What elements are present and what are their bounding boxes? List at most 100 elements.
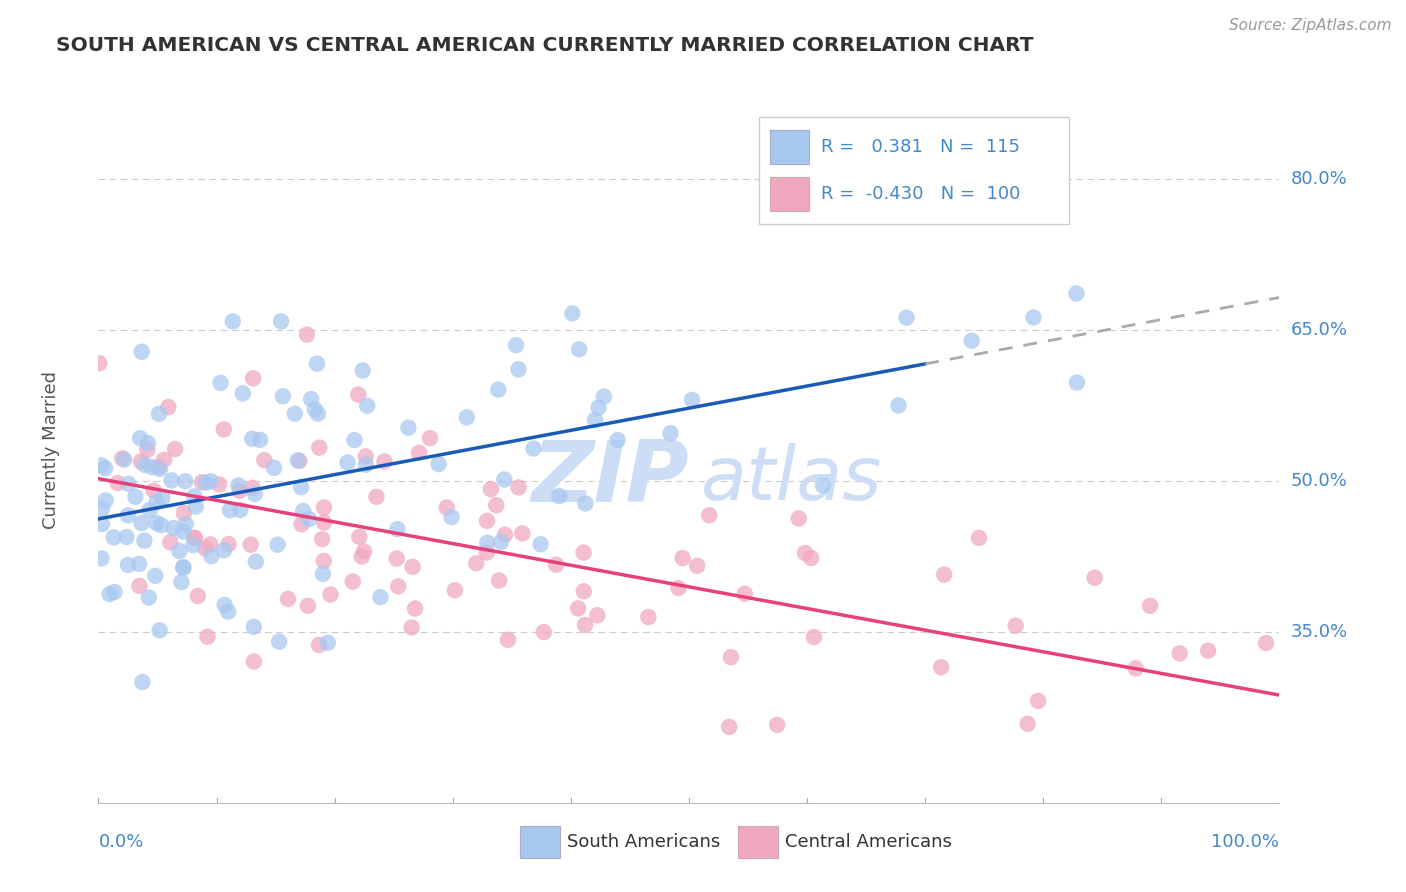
Point xyxy=(305,357,328,371)
Point xyxy=(212,543,235,558)
Point xyxy=(811,478,834,492)
Point xyxy=(136,442,159,457)
Point xyxy=(465,556,488,570)
Point xyxy=(295,327,318,342)
Point xyxy=(720,650,742,665)
Point xyxy=(157,400,180,414)
Point xyxy=(436,500,458,515)
Point xyxy=(184,531,207,545)
Text: R =  -0.430   N =  100: R = -0.430 N = 100 xyxy=(821,185,1019,203)
Point xyxy=(271,389,294,403)
Point xyxy=(200,474,222,488)
Point xyxy=(290,517,312,532)
Point xyxy=(697,508,720,523)
Point xyxy=(522,442,544,456)
Point xyxy=(929,660,952,674)
Point xyxy=(91,501,114,516)
Point xyxy=(408,446,430,460)
Point xyxy=(131,516,153,530)
Point xyxy=(299,392,322,406)
Text: atlas: atlas xyxy=(700,442,882,515)
Point xyxy=(228,478,250,492)
Point xyxy=(187,589,209,603)
Point xyxy=(1256,636,1278,650)
Point xyxy=(239,538,262,552)
Point xyxy=(352,363,374,377)
Point xyxy=(266,538,288,552)
Point xyxy=(496,632,519,647)
Point xyxy=(734,587,756,601)
Point xyxy=(401,559,423,574)
Point xyxy=(343,433,366,447)
Point xyxy=(586,608,609,623)
Point xyxy=(90,458,112,473)
Point xyxy=(143,569,166,583)
Point xyxy=(209,376,232,390)
Point xyxy=(128,557,150,571)
Point xyxy=(148,407,170,421)
Point xyxy=(350,549,373,564)
Point xyxy=(401,620,423,634)
Point xyxy=(194,475,217,490)
Point xyxy=(90,551,112,566)
Text: 35.0%: 35.0% xyxy=(1291,623,1348,640)
Point xyxy=(370,590,392,604)
Point xyxy=(107,476,129,491)
Point xyxy=(148,460,170,475)
Point xyxy=(172,560,194,574)
Point xyxy=(574,496,596,510)
Point xyxy=(174,517,197,532)
Point xyxy=(548,489,571,503)
Point xyxy=(288,454,311,468)
Point xyxy=(475,514,498,528)
Point xyxy=(153,452,176,467)
Point xyxy=(1066,286,1088,301)
Point xyxy=(138,503,160,517)
Point xyxy=(240,432,263,446)
Point xyxy=(1022,310,1045,325)
Point xyxy=(159,535,181,549)
Point xyxy=(354,450,377,464)
Point xyxy=(284,407,307,421)
Point xyxy=(356,399,378,413)
Point xyxy=(245,555,267,569)
Point xyxy=(149,624,172,638)
Point xyxy=(960,334,983,348)
Point xyxy=(183,531,205,545)
Point xyxy=(593,390,616,404)
Point xyxy=(249,433,271,447)
Point xyxy=(111,451,134,466)
Point xyxy=(494,527,516,541)
Point xyxy=(287,453,309,467)
Point xyxy=(440,510,463,524)
Point xyxy=(173,506,195,520)
Point xyxy=(292,504,315,518)
Point xyxy=(208,477,231,491)
Point xyxy=(475,545,498,559)
Text: Central Americans: Central Americans xyxy=(785,833,952,851)
Point xyxy=(583,413,606,427)
Text: Source: ZipAtlas.com: Source: ZipAtlas.com xyxy=(1229,18,1392,33)
Point xyxy=(117,508,139,523)
Point xyxy=(200,537,222,551)
Point xyxy=(312,566,335,581)
Point xyxy=(353,544,375,558)
Point xyxy=(98,587,121,601)
Point xyxy=(117,558,139,572)
Point xyxy=(165,442,187,456)
Point xyxy=(229,503,252,517)
Point xyxy=(103,585,125,599)
Point xyxy=(124,490,146,504)
Point xyxy=(508,362,530,376)
Point xyxy=(672,551,695,566)
Point xyxy=(1066,376,1088,390)
Point xyxy=(668,581,690,595)
Point xyxy=(347,387,370,401)
Point xyxy=(1004,618,1026,632)
Text: 0.0%: 0.0% xyxy=(98,833,143,851)
Text: 100.0%: 100.0% xyxy=(1212,833,1279,851)
Point xyxy=(163,521,186,535)
Point xyxy=(637,610,659,624)
Point xyxy=(183,490,205,504)
Point xyxy=(150,518,173,533)
